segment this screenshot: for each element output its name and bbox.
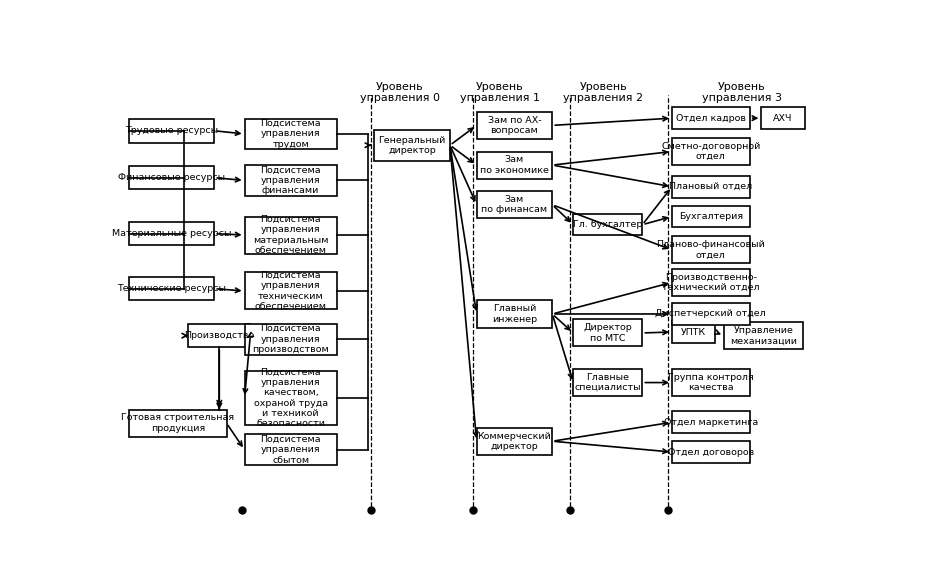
- FancyBboxPatch shape: [476, 152, 552, 179]
- FancyBboxPatch shape: [672, 369, 750, 396]
- Text: Отдел маркетинга: Отдел маркетинга: [664, 418, 758, 427]
- FancyBboxPatch shape: [573, 369, 643, 396]
- Text: Трудовые ресурсы: Трудовые ресурсы: [126, 127, 219, 135]
- Text: Производственно-
технический отдел: Производственно- технический отдел: [662, 272, 760, 292]
- FancyBboxPatch shape: [573, 214, 643, 236]
- FancyBboxPatch shape: [245, 165, 337, 196]
- FancyBboxPatch shape: [672, 269, 750, 296]
- FancyBboxPatch shape: [245, 434, 337, 465]
- Text: Зам по АХ-
вопросам: Зам по АХ- вопросам: [487, 115, 541, 135]
- Text: Коммерческий
директор: Коммерческий директор: [477, 431, 551, 451]
- Text: Финансовые ресурсы: Финансовые ресурсы: [118, 173, 225, 182]
- FancyBboxPatch shape: [129, 277, 214, 301]
- FancyBboxPatch shape: [245, 216, 337, 254]
- FancyBboxPatch shape: [129, 222, 214, 246]
- Text: Отдел кадров: Отдел кадров: [676, 114, 746, 122]
- FancyBboxPatch shape: [672, 441, 750, 463]
- FancyBboxPatch shape: [672, 321, 715, 343]
- FancyBboxPatch shape: [129, 119, 214, 142]
- Text: Уровень
управления 2: Уровень управления 2: [564, 81, 644, 103]
- Text: Плановый отдел: Плановый отдел: [670, 182, 752, 191]
- Text: Диспетчерский отдел: Диспетчерский отдел: [656, 309, 766, 318]
- FancyBboxPatch shape: [573, 319, 643, 346]
- Text: Подсистема
управления
сбытом: Подсистема управления сбытом: [260, 435, 321, 465]
- Text: Материальные ресурсы: Материальные ресурсы: [112, 229, 232, 238]
- FancyBboxPatch shape: [245, 118, 337, 149]
- Text: Планово-финансовый
отдел: Планово-финансовый отдел: [657, 240, 765, 260]
- Text: Директор
по МТС: Директор по МТС: [583, 323, 632, 343]
- FancyBboxPatch shape: [245, 272, 337, 309]
- Text: Зам
по финансам: Зам по финансам: [482, 195, 548, 214]
- Text: Уровень
управления 1: Уровень управления 1: [459, 81, 539, 103]
- FancyBboxPatch shape: [672, 107, 750, 129]
- Text: Генеральный
директор: Генеральный директор: [379, 135, 445, 155]
- FancyBboxPatch shape: [188, 324, 250, 347]
- FancyBboxPatch shape: [672, 411, 750, 433]
- FancyBboxPatch shape: [245, 324, 337, 355]
- FancyBboxPatch shape: [129, 166, 214, 189]
- FancyBboxPatch shape: [672, 303, 750, 325]
- Text: Зам
по экономике: Зам по экономике: [480, 155, 549, 175]
- Text: Гл. бухгалтер: Гл. бухгалтер: [573, 220, 643, 229]
- Text: Подсистема
управления
финансами: Подсистема управления финансами: [260, 165, 321, 195]
- Text: Готовая строительная
продукция: Готовая строительная продукция: [121, 414, 234, 433]
- FancyBboxPatch shape: [476, 428, 552, 455]
- FancyBboxPatch shape: [724, 322, 804, 349]
- FancyBboxPatch shape: [476, 191, 552, 219]
- Text: АХЧ: АХЧ: [773, 114, 792, 122]
- FancyBboxPatch shape: [762, 107, 804, 129]
- Text: Подсистема
управления
материальным
обеспечением: Подсистема управления материальным обесп…: [253, 215, 328, 255]
- FancyBboxPatch shape: [672, 236, 750, 264]
- Text: Группа контроля
качества: Группа контроля качества: [668, 373, 753, 392]
- Text: Сметно-договорной
отдел: Сметно-договорной отдел: [661, 142, 761, 161]
- Text: Главный
инженер: Главный инженер: [492, 304, 537, 323]
- Text: Подсистема
управления
производством: Подсистема управления производством: [252, 324, 329, 354]
- Text: Управление
механизации: Управление механизации: [730, 326, 797, 345]
- Text: Подсистема
управления
качеством,
охраной труда
и техникой
безопасности: Подсистема управления качеством, охраной…: [254, 367, 327, 428]
- Text: Отдел договоров: Отдел договоров: [668, 448, 754, 456]
- Text: Уровень
управления 0: Уровень управления 0: [360, 81, 440, 103]
- FancyBboxPatch shape: [672, 206, 750, 227]
- Text: Производство: Производство: [184, 331, 255, 340]
- Text: Подсистема
управления
техническим
обеспечением: Подсистема управления техническим обеспе…: [255, 271, 326, 311]
- FancyBboxPatch shape: [672, 138, 750, 165]
- Text: Главные
специалисты: Главные специалисты: [575, 373, 641, 392]
- FancyBboxPatch shape: [129, 410, 227, 437]
- Text: Уровень
управления 3: Уровень управления 3: [702, 81, 782, 103]
- FancyBboxPatch shape: [374, 130, 450, 161]
- FancyBboxPatch shape: [476, 301, 552, 328]
- FancyBboxPatch shape: [476, 112, 552, 139]
- FancyBboxPatch shape: [245, 372, 337, 424]
- Text: Бухгалтерия: Бухгалтерия: [679, 212, 743, 221]
- Text: Технические ресурсы: Технические ресурсы: [117, 284, 226, 293]
- Text: Подсистема
управления
трудом: Подсистема управления трудом: [260, 119, 321, 149]
- Text: УПТК: УПТК: [681, 328, 706, 336]
- FancyBboxPatch shape: [672, 176, 750, 197]
